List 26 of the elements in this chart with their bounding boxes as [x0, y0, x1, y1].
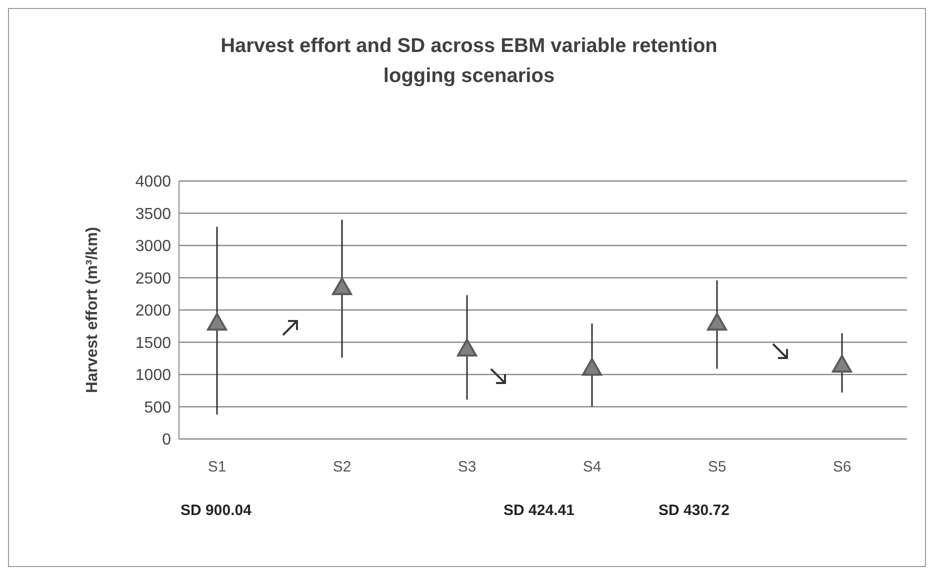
- y-tick-label: 0: [162, 432, 172, 449]
- y-tick-label: 3000: [135, 238, 172, 256]
- x-tick-label: S6: [832, 458, 852, 476]
- point: [332, 277, 352, 296]
- x-tick-label: S5: [708, 458, 726, 476]
- chart-title: Harvest effort and SD across EBM variable retention logging scenarios: [220, 34, 718, 89]
- y-tick-label: 4000: [135, 174, 172, 191]
- y-tick-label: 2000: [135, 302, 172, 320]
- y-tick-label: 2500: [135, 270, 172, 288]
- point: [582, 358, 602, 376]
- point: [707, 312, 727, 331]
- text: SD 430.72: [658, 502, 730, 519]
- y-tick-label: 1500: [135, 334, 172, 352]
- text: SD 900.04: [180, 502, 252, 519]
- y-axis-title: Harvest effort (m³/km): [84, 226, 101, 394]
- point: [832, 354, 852, 373]
- x-tick-label: S2: [332, 458, 352, 476]
- point: [457, 338, 477, 356]
- x-tick-label: S4: [582, 458, 602, 476]
- text: SD 424.41: [502, 502, 576, 519]
- x-tick-label: S3: [458, 458, 476, 476]
- y-tick-label: 500: [144, 399, 172, 416]
- y-tick-label: 3500: [135, 206, 172, 223]
- point: [207, 312, 227, 331]
- x-tick-label: S1: [208, 458, 226, 476]
- y-tick-label: 1000: [135, 367, 172, 384]
